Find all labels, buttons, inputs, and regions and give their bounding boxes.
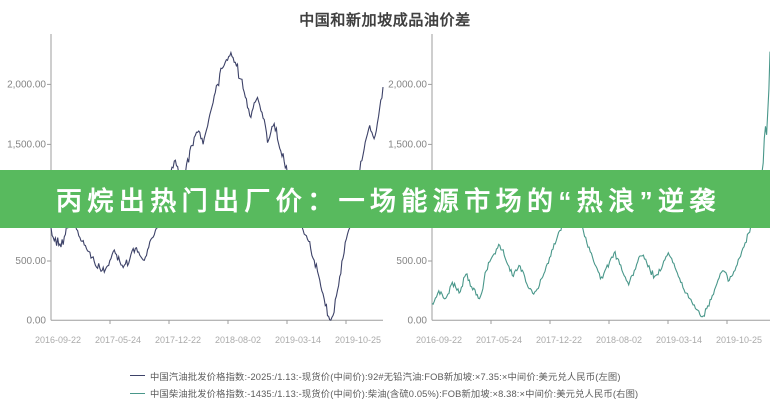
svg-text:2017-05-24: 2017-05-24 bbox=[95, 335, 141, 345]
svg-text:2,000.00: 2,000.00 bbox=[7, 80, 46, 91]
svg-text:2017-12-22: 2017-12-22 bbox=[536, 335, 582, 345]
svg-text:1,500.00: 1,500.00 bbox=[388, 140, 427, 151]
svg-text:2016-09-22: 2016-09-22 bbox=[35, 335, 81, 345]
svg-text:500.00: 500.00 bbox=[15, 256, 46, 267]
svg-text:2018-08-02: 2018-08-02 bbox=[596, 335, 642, 345]
svg-text:2019-10-25: 2019-10-25 bbox=[716, 335, 762, 345]
svg-text:0.00: 0.00 bbox=[27, 316, 47, 327]
svg-text:2,000.00: 2,000.00 bbox=[388, 80, 427, 91]
svg-text:2019-10-25: 2019-10-25 bbox=[335, 335, 381, 345]
svg-text:2016-09-22: 2016-09-22 bbox=[416, 335, 462, 345]
svg-text:2019-03-14: 2019-03-14 bbox=[656, 335, 702, 345]
svg-text:1,500.00: 1,500.00 bbox=[7, 140, 46, 151]
svg-text:2019-03-14: 2019-03-14 bbox=[275, 335, 321, 345]
svg-text:2017-12-22: 2017-12-22 bbox=[155, 335, 201, 345]
svg-text:2018-08-02: 2018-08-02 bbox=[215, 335, 261, 345]
svg-text:500.00: 500.00 bbox=[396, 256, 427, 267]
svg-text:0.00: 0.00 bbox=[408, 316, 428, 327]
svg-text:2017-05-24: 2017-05-24 bbox=[476, 335, 522, 345]
